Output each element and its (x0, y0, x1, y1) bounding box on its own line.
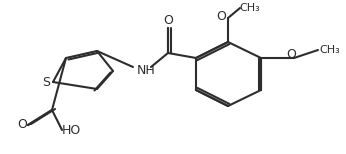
Text: O: O (286, 47, 296, 61)
Text: S: S (42, 75, 50, 89)
Text: O: O (163, 14, 173, 26)
Text: O: O (17, 118, 27, 132)
Text: CH₃: CH₃ (240, 3, 261, 13)
Text: NH: NH (137, 63, 156, 77)
Text: O: O (216, 10, 226, 24)
Text: CH₃: CH₃ (320, 45, 340, 55)
Text: HO: HO (61, 124, 81, 136)
